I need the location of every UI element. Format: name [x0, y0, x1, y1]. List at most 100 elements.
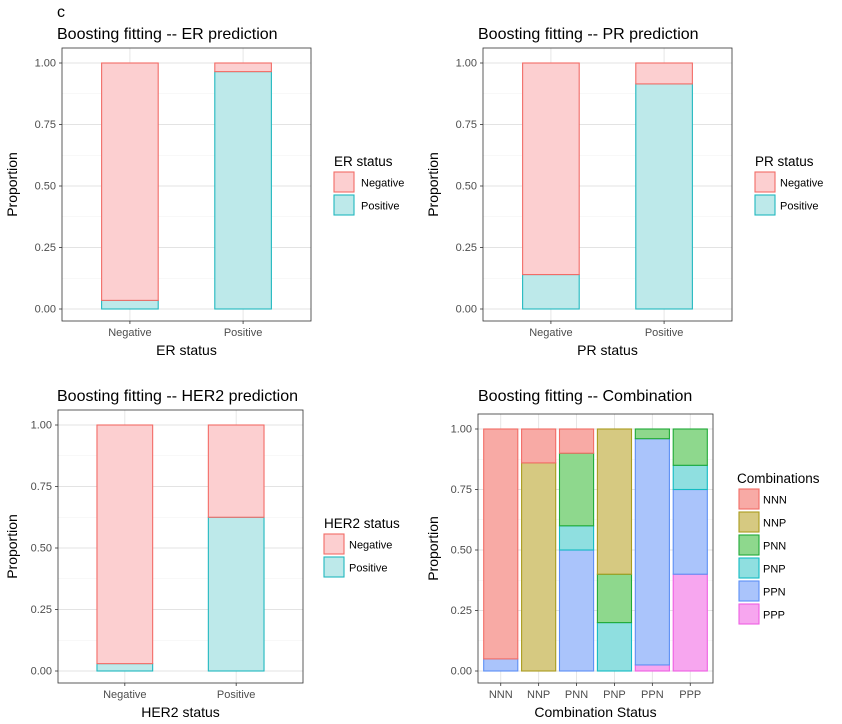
- panel-border: [477, 413, 714, 684]
- bar-NNP-NNP: [521, 462, 557, 672]
- legend-key-Positive: [754, 194, 776, 216]
- legend-label-Negative: Negative: [780, 178, 823, 190]
- legend: ER status Negative Positive: [333, 154, 404, 216]
- legend: PR status Negative Positive: [754, 154, 823, 216]
- y-tick-label: 1.00: [31, 420, 52, 432]
- x-tick-label: NNN: [489, 689, 513, 701]
- legend-key-NNP: [738, 511, 760, 533]
- panel-border: [482, 47, 733, 322]
- y-tick-label: 0.25: [31, 604, 52, 616]
- bar-Negative-Negative: [96, 424, 154, 665]
- y-tick-label: 0.50: [451, 545, 472, 557]
- y-tick-label: 0.25: [35, 242, 56, 254]
- x-tick-label: Negative: [108, 327, 151, 339]
- y-tick-label: 0.25: [456, 242, 477, 254]
- x-axis-label: Combination Status: [534, 704, 656, 720]
- bar-Negative-Negative: [101, 62, 159, 301]
- bar-PNN-PNP: [596, 573, 633, 624]
- legend-key-Negative: [333, 171, 355, 193]
- y-tick-label: 0.00: [451, 666, 472, 678]
- y-tick-label: 1.00: [35, 58, 56, 70]
- legend-key-Negative: [323, 533, 345, 555]
- x-tick-label: Positive: [645, 327, 684, 339]
- bar-PNP-PNP: [596, 622, 633, 672]
- x-tick-label: PNN: [565, 689, 588, 701]
- legend-key-Positive: [323, 556, 345, 578]
- legend-key-PNP: [738, 557, 760, 579]
- bar-PNN-PNN: [558, 452, 595, 527]
- y-tick-label: 0.00: [35, 304, 56, 316]
- x-tick-label: PPN: [641, 689, 664, 701]
- bar-NNN-PNN: [558, 428, 595, 454]
- y-tick-label: 0.75: [456, 119, 477, 131]
- bar-Negative-Positive: [214, 62, 272, 73]
- legend-label-Positive: Positive: [780, 201, 819, 213]
- y-tick-label: 0.00: [31, 666, 52, 678]
- legend-label-NNN: NNN: [763, 495, 787, 507]
- panel-border: [57, 409, 304, 684]
- legend-title: HER2 status: [324, 516, 400, 531]
- bar-Positive-Negative: [96, 663, 154, 672]
- legend-title: Combinations: [737, 471, 820, 486]
- bar-Positive-Negative: [522, 274, 580, 310]
- x-tick-label: Positive: [224, 327, 263, 339]
- bar-Positive-Positive: [214, 71, 272, 310]
- chart-title: Boosting fitting -- PR prediction: [478, 26, 699, 43]
- y-axis-label: Proportion: [425, 516, 441, 581]
- legend-key-NNN: [738, 488, 760, 510]
- bar-Negative-Negative: [522, 62, 580, 276]
- y-tick-label: 0.50: [31, 543, 52, 555]
- x-axis-label: ER status: [156, 342, 217, 358]
- legend-key-PNN: [738, 534, 760, 556]
- y-tick-label: 0.00: [456, 304, 477, 316]
- chart-title: Boosting fitting -- Combination: [478, 388, 692, 405]
- x-tick-label: PPP: [679, 689, 701, 701]
- y-axis-label: Proportion: [4, 514, 20, 579]
- bar-PNN-PPN: [634, 428, 670, 440]
- legend-label-Positive: Positive: [361, 201, 400, 213]
- legend-label-Positive: Positive: [349, 563, 388, 575]
- bar-PPP-PPN: [634, 664, 670, 672]
- legend-label-NNP: NNP: [763, 518, 786, 530]
- y-tick-label: 0.75: [35, 119, 56, 131]
- legend-label-Negative: Negative: [361, 178, 404, 190]
- bar-PNP-PPP: [672, 464, 708, 491]
- legend-title: ER status: [334, 154, 393, 169]
- bar-Positive-Positive: [635, 83, 693, 310]
- y-tick-label: 1.00: [451, 424, 472, 436]
- legend-key-PPP: [738, 603, 760, 625]
- y-tick-label: 0.25: [451, 605, 472, 617]
- x-tick-label: Negative: [529, 327, 572, 339]
- bar-Negative-Positive: [635, 62, 693, 85]
- chart-panel-3: Boosting fitting -- HER2 prediction 0.00 0…: [4, 388, 400, 720]
- bar-NNP-PNP: [596, 428, 633, 575]
- bar-NNN-NNN: [483, 428, 519, 660]
- bar-PPN-PPN: [634, 438, 670, 666]
- y-tick-label: 0.75: [451, 484, 472, 496]
- x-tick-label: Positive: [217, 689, 256, 701]
- chart-title: Boosting fitting -- HER2 prediction: [57, 388, 298, 405]
- bar-Negative-Positive: [207, 424, 265, 518]
- bar-PNN-PPP: [672, 428, 708, 466]
- y-tick-label: 0.75: [31, 481, 52, 493]
- x-tick-label: Negative: [103, 689, 146, 701]
- y-tick-label: 0.50: [456, 181, 477, 193]
- legend-label-Negative: Negative: [349, 540, 392, 552]
- bar-PPN-PNN: [558, 549, 595, 672]
- chart-panel-4: Boosting fitting -- Combination 0.00 0.25 0…: [425, 388, 820, 720]
- bar-Positive-Negative: [101, 299, 159, 310]
- y-axis-label: Proportion: [425, 152, 441, 217]
- y-axis-label: Proportion: [4, 152, 20, 217]
- x-axis-label: PR status: [577, 342, 638, 358]
- x-axis-label: HER2 status: [141, 704, 220, 720]
- legend: Combinations NNN NNP PNN PNP PPN PPP: [737, 471, 820, 625]
- legend-label-PPP: PPP: [763, 610, 785, 622]
- bar-NNN-NNP: [521, 428, 557, 464]
- panel-letter: c: [57, 4, 65, 21]
- bar-Positive-Positive: [207, 516, 265, 672]
- y-tick-label: 1.00: [456, 58, 477, 70]
- legend-key-Negative: [754, 171, 776, 193]
- legend-label-PNN: PNN: [763, 541, 786, 553]
- legend-key-PPN: [738, 580, 760, 602]
